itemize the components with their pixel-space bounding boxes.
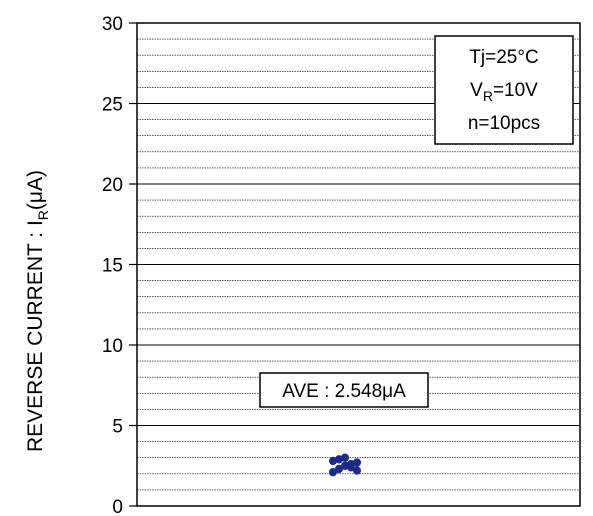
data-point xyxy=(335,455,343,464)
y-tick-label: 5 xyxy=(112,417,123,438)
data-point xyxy=(353,466,361,475)
y-axis-ticks: 0 5 10 15 20 25 30 xyxy=(102,14,137,516)
y-tick-label: 10 xyxy=(102,336,123,357)
y-axis-label-unit: (μA) xyxy=(24,170,47,210)
data-point xyxy=(347,463,355,472)
data-point xyxy=(341,461,349,470)
data-point xyxy=(335,464,343,474)
conditions-box: Tj=25°C VR=10V n=10pcs xyxy=(434,35,574,145)
condition-temperature: Tj=25°C xyxy=(469,47,538,68)
y-tick-label: 30 xyxy=(102,14,123,35)
condition-voltage: VR=10V xyxy=(470,80,538,104)
average-box: AVE : 2.548μA xyxy=(259,372,429,408)
condition-sample-count: n=10pcs xyxy=(468,113,540,134)
data-point xyxy=(353,458,361,467)
plot-frame xyxy=(136,22,581,507)
data-point xyxy=(341,453,349,462)
y-tick-label: 20 xyxy=(102,175,123,196)
y-axis-label: REVERSE CURRENT : IR(μA) xyxy=(24,170,51,452)
data-point xyxy=(329,467,337,477)
data-points xyxy=(329,453,361,477)
average-label: AVE : 2.548μA xyxy=(282,381,406,402)
y-axis-label-subscript: R xyxy=(35,210,51,220)
data-point xyxy=(329,456,337,466)
y-tick-label: 0 xyxy=(112,497,123,516)
y-tick-label: 25 xyxy=(102,95,123,116)
gridlines xyxy=(137,38,580,491)
y-tick-label: 15 xyxy=(102,256,123,277)
y-axis-label-main: REVERSE CURRENT : I xyxy=(24,220,47,452)
